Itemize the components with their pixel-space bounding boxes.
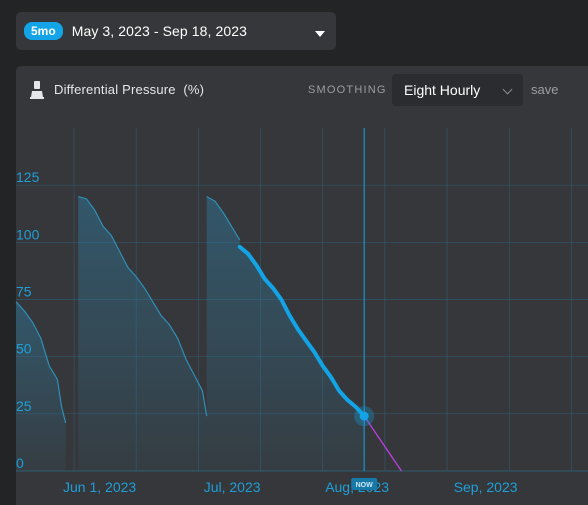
x-tick-label: Jun 1, 2023: [63, 479, 136, 495]
y-tick-label: 0: [16, 455, 24, 471]
x-tick-label: Sep, 2023: [454, 479, 518, 495]
date-range-selector[interactable]: 5mo May 3, 2023 - Sep 18, 2023: [16, 12, 336, 50]
range-duration-badge: 5mo: [24, 22, 63, 40]
y-tick-label: 75: [16, 284, 32, 300]
history-line: [78, 196, 208, 417]
smoothing-label: SMOOTHING: [308, 84, 387, 96]
x-tick-label: Jul, 2023: [204, 479, 261, 495]
history-area-fill: [78, 196, 207, 471]
chart-lines: [15, 196, 403, 472]
now-badge: [351, 478, 378, 490]
y-axis: 0 25 50 75 100 125: [16, 169, 40, 471]
now-point: [359, 411, 369, 421]
y-tick-label: 100: [16, 226, 40, 242]
save-button[interactable]: save: [531, 82, 559, 97]
history-line: [15, 301, 67, 424]
now-marker-group: NOW: [351, 128, 378, 490]
date-range-label: May 3, 2023 - Sep 18, 2023: [71, 23, 248, 39]
history-line: [206, 196, 241, 241]
forecast-line: [363, 415, 403, 472]
chart-title: Differential Pressure (%): [54, 82, 205, 97]
y-tick-label: 25: [16, 398, 32, 414]
recent-line: [237, 244, 367, 419]
now-badge-label: NOW: [356, 482, 374, 489]
history-area-fill: [206, 196, 365, 471]
y-tick-label: 50: [16, 341, 32, 357]
history-area-fill: [16, 301, 66, 471]
y-tick-label: 125: [16, 169, 40, 185]
flask-icon: [30, 81, 44, 99]
smoothing-value: Eight Hourly: [404, 82, 481, 98]
caret-down-icon[interactable]: [315, 31, 325, 37]
chart-panel-header: Differential Pressure (%) SMOOTHING Eigh…: [16, 66, 588, 114]
history-area: [16, 196, 365, 471]
smoothing-select[interactable]: Eight Hourly: [392, 74, 523, 106]
